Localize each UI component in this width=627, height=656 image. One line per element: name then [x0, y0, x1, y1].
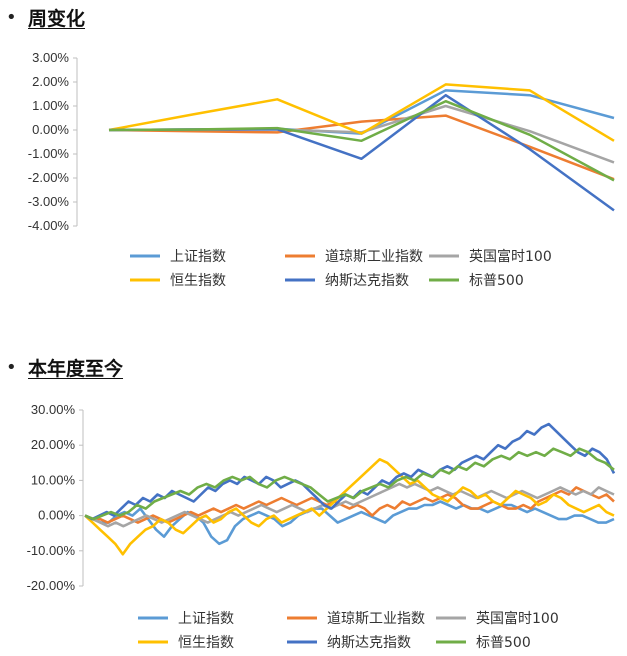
y-tick-label: 0.00%	[32, 122, 69, 137]
series-line	[108, 93, 615, 212]
section-title-ytd: 本年度至今	[28, 358, 124, 380]
y-tick-label: -1.00%	[28, 146, 70, 161]
y-tick-label: 3.00%	[32, 50, 69, 65]
section-header-ytd: • 本年度至今	[6, 354, 123, 381]
series-line	[108, 114, 615, 181]
y-tick-label: -2.00%	[28, 170, 70, 185]
series-line	[108, 83, 615, 142]
y-tick-label: -4.00%	[28, 218, 70, 233]
legend-label: 纳斯达克指数	[325, 273, 409, 289]
y-tick-label: 30.00%	[31, 402, 76, 417]
legend-label: 恒生指数	[178, 635, 234, 651]
section-title-weekly: 周变化	[28, 8, 86, 30]
legend-label: 上证指数	[178, 611, 234, 627]
y-tick-label: -10.00%	[27, 543, 76, 558]
section-header-weekly: • 周变化	[6, 4, 85, 31]
ytd-change-chart: 30.00% 20.00% 10.00% 0.00% -10.00% -20.00% 上证指…	[27, 402, 616, 651]
bullet-icon: •	[6, 357, 17, 378]
legend-label: 标普500	[476, 635, 531, 651]
series-line	[108, 99, 615, 182]
series-line	[84, 486, 615, 524]
series-line	[84, 500, 615, 546]
legend-label: 标普500	[469, 273, 524, 289]
y-tick-label: 20.00%	[31, 437, 76, 452]
legend-label: 道琼斯工业指数	[325, 249, 423, 265]
legend-label: 恒生指数	[170, 273, 226, 289]
y-tick-label: 10.00%	[31, 472, 76, 487]
legend-label: 英国富时100	[476, 610, 559, 627]
legend-label: 道琼斯工业指数	[327, 611, 425, 627]
y-tick-label: 1.00%	[32, 98, 69, 113]
legend-label: 上证指数	[170, 249, 226, 265]
y-tick-label: -3.00%	[28, 194, 70, 209]
series-line	[84, 447, 615, 521]
weekly-change-chart: 3.00% 2.00% 1.00% 0.00% -1.00% -2.00% -3.00% -4…	[28, 50, 615, 289]
y-tick-label: -20.00%	[27, 578, 76, 593]
legend-label: 纳斯达克指数	[327, 635, 411, 651]
series-line	[84, 458, 615, 556]
y-tick-label: 0.00%	[38, 508, 75, 523]
legend-label: 英国富时100	[469, 248, 552, 265]
bullet-icon: •	[6, 7, 17, 28]
y-tick-label: 2.00%	[32, 74, 69, 89]
series-line	[84, 482, 615, 528]
